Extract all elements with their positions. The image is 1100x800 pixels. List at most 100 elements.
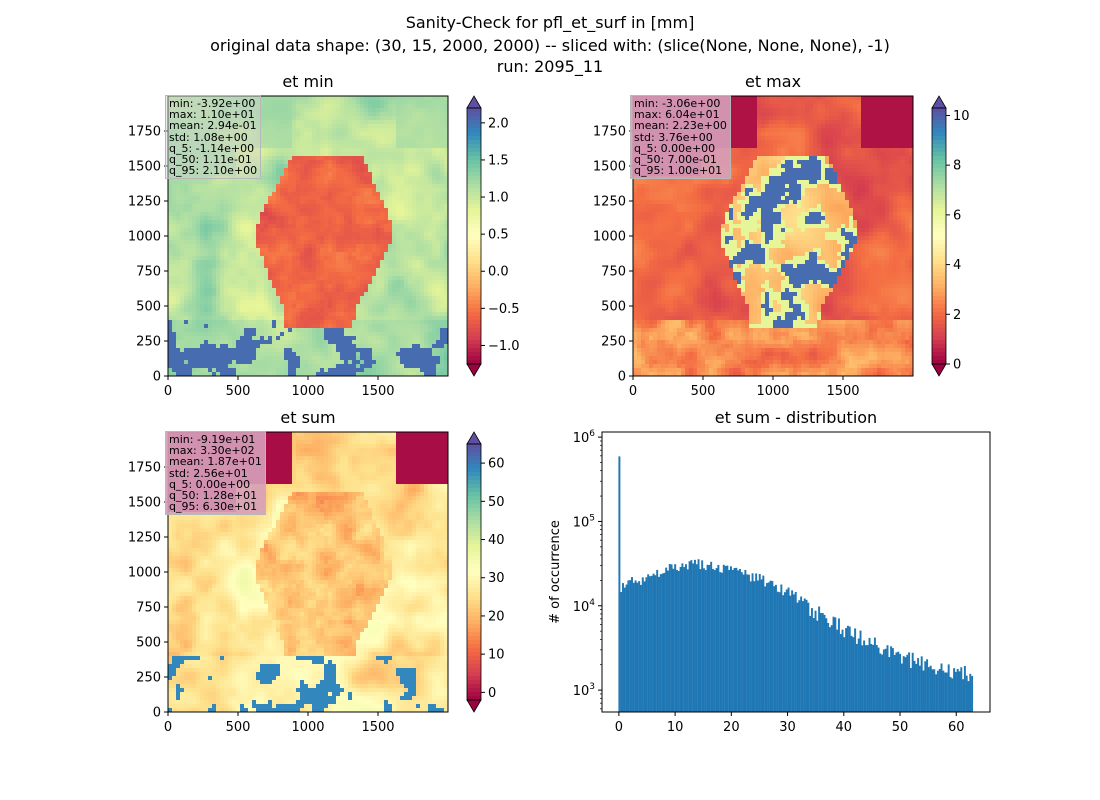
heatmap-cell — [168, 284, 173, 289]
heatmap-cell — [232, 348, 237, 353]
heatmap-cell — [320, 280, 325, 285]
heatmap-cell — [364, 264, 369, 269]
heatmap-cell — [324, 328, 329, 333]
heatmap-cell — [376, 228, 381, 233]
heatmap-cell — [200, 180, 205, 185]
heatmap-cell — [388, 196, 393, 201]
heatmap-cell — [188, 320, 193, 325]
heatmap-cell — [292, 352, 297, 357]
heatmap-cell — [192, 328, 197, 333]
heatmap-cell — [224, 124, 229, 129]
heatmap-cell — [416, 212, 421, 217]
heatmap-cell — [192, 252, 197, 257]
heatmap-cell — [432, 108, 437, 113]
heatmap-cell — [320, 176, 325, 181]
heatmap-cell — [420, 156, 425, 161]
heatmap-cell — [324, 360, 329, 365]
heatmap-cell — [172, 192, 177, 197]
heatmap-cell — [312, 100, 317, 105]
heatmap-cell — [196, 180, 201, 185]
heatmap-cell — [240, 280, 245, 285]
heatmap-cell — [248, 348, 253, 353]
heatmap-cell — [276, 208, 281, 213]
heatmap-cell — [316, 372, 321, 377]
heatmap-cell — [232, 260, 237, 265]
heatmap-cell — [428, 336, 433, 341]
heatmap-cell — [440, 96, 445, 101]
heatmap-cell — [248, 248, 253, 253]
heatmap-cell — [188, 220, 193, 225]
heatmap-cell — [220, 360, 225, 365]
heatmap-cell — [348, 264, 353, 269]
heatmap-cell — [312, 208, 317, 213]
heatmap-cell — [192, 180, 197, 185]
heatmap-cell — [400, 248, 405, 253]
heatmap-cell — [200, 200, 205, 205]
heatmap-cell — [236, 168, 241, 173]
heatmap-cell — [176, 320, 181, 325]
heatmap-cell — [436, 120, 441, 125]
heatmap-cell — [300, 104, 305, 109]
heatmap-cell — [276, 220, 281, 225]
heatmap-cell — [352, 200, 357, 205]
heatmap-cell — [256, 100, 261, 105]
heatmap-cell — [408, 332, 413, 337]
heatmap-cell — [368, 104, 373, 109]
heatmap-cell — [276, 204, 281, 209]
heatmap-cell — [220, 260, 225, 265]
heatmap-cell — [212, 264, 217, 269]
heatmap-cell — [392, 264, 397, 269]
heatmap-cell — [200, 224, 205, 229]
heatmap-cell — [308, 100, 313, 105]
heatmap-cell — [228, 320, 233, 325]
heatmap-cell — [196, 104, 201, 109]
heatmap-cell — [220, 280, 225, 285]
heatmap-cell — [300, 240, 305, 245]
heatmap-cell — [396, 156, 401, 161]
heatmap-cell — [308, 96, 313, 101]
heatmap-cell — [332, 288, 337, 293]
heatmap-cell — [272, 360, 277, 365]
heatmap-cell — [216, 104, 221, 109]
heatmap-cell — [172, 236, 177, 241]
heatmap-cell — [204, 204, 209, 209]
heatmap-cell — [224, 112, 229, 117]
heatmap-cell — [328, 120, 333, 125]
heatmap-cell — [424, 132, 429, 137]
heatmap-cell — [344, 176, 349, 181]
heatmap-cell — [364, 344, 369, 349]
heatmap-cell — [260, 136, 265, 141]
heatmap-cell — [408, 308, 413, 313]
heatmap-cell — [224, 268, 229, 273]
heatmap-cell — [200, 256, 205, 261]
heatmap-cell — [320, 356, 325, 361]
heatmap-cell — [420, 252, 425, 257]
heatmap-cell — [288, 132, 293, 137]
heatmap-cell — [308, 252, 313, 257]
heatmap-cell — [284, 272, 289, 277]
heatmap-cell — [340, 204, 345, 209]
heatmap-cell — [188, 368, 193, 373]
colorbar-segment — [467, 308, 481, 313]
heatmap-cell — [360, 340, 365, 345]
heatmap-cell — [208, 220, 213, 225]
heatmap-cell — [244, 168, 249, 173]
heatmap-cell — [348, 256, 353, 261]
heatmap-cell — [252, 324, 257, 329]
heatmap-cell — [244, 224, 249, 229]
heatmap-cell — [316, 324, 321, 329]
heatmap-cell — [296, 336, 301, 341]
heatmap-cell — [376, 128, 381, 133]
heatmap-cell — [360, 224, 365, 229]
heatmap-cell — [376, 208, 381, 213]
heatmap-cell — [376, 124, 381, 129]
heatmap-cell — [196, 360, 201, 365]
heatmap-cell — [176, 300, 181, 305]
heatmap-cell — [272, 296, 277, 301]
heatmap-cell — [280, 232, 285, 237]
heatmap-cell — [352, 124, 357, 129]
heatmap-cell — [272, 312, 277, 317]
heatmap-cell — [404, 360, 409, 365]
heatmap-cell — [200, 184, 205, 189]
heatmap-cell — [276, 212, 281, 217]
